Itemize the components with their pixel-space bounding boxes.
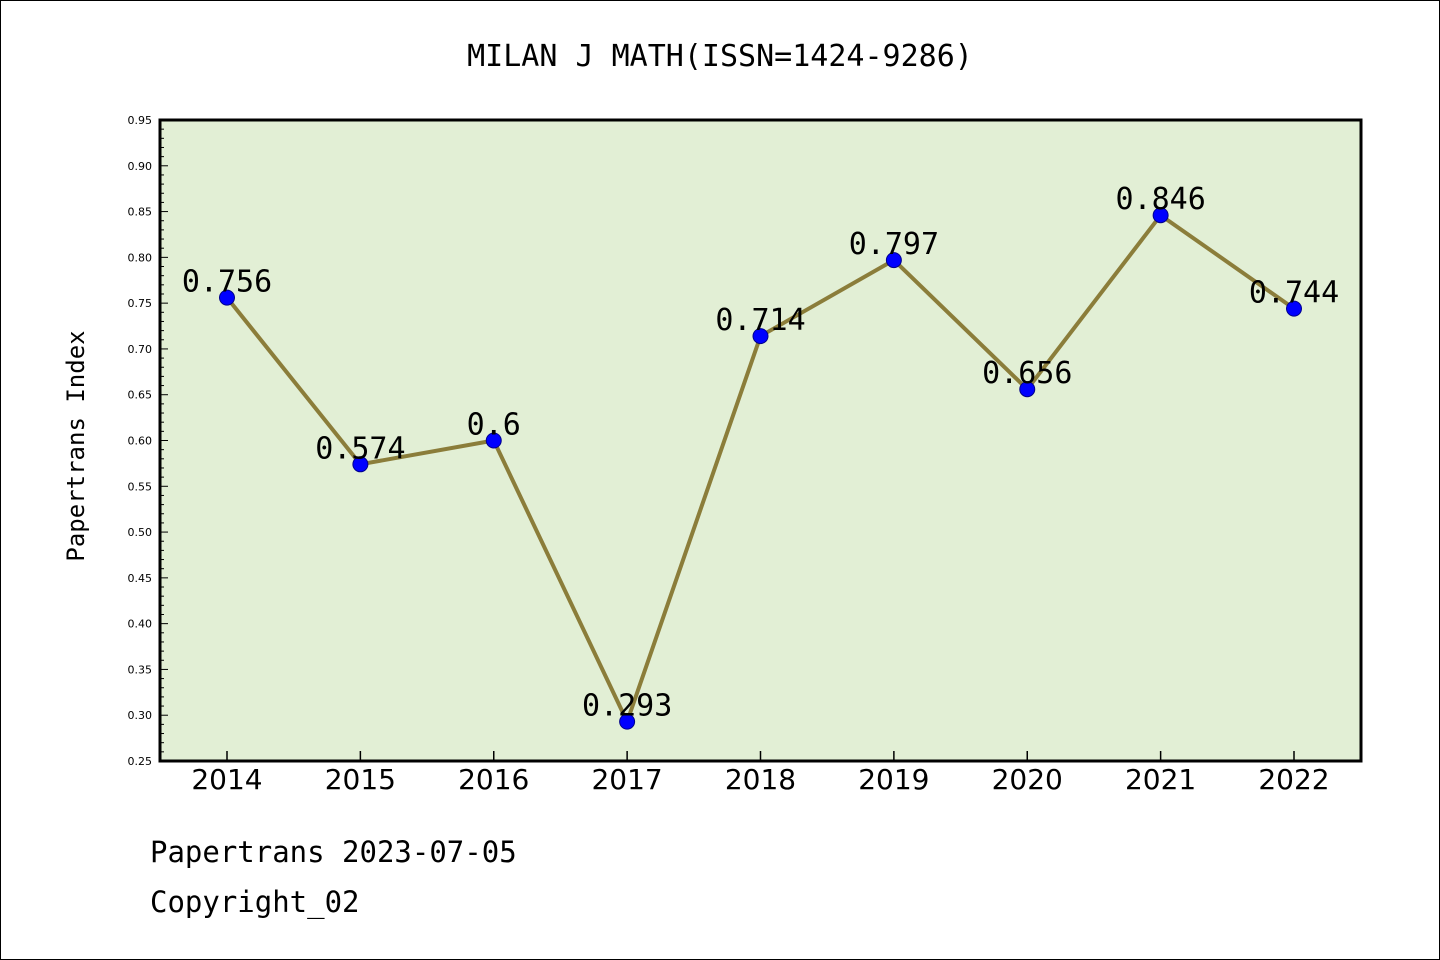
footer-copyright: Copyright_02 <box>150 885 360 919</box>
data-label: 0.756 <box>182 265 272 300</box>
data-labels: 0.756 0.574 0.6 0.293 0.714 0.797 0.656 0.846 0.… <box>182 182 1339 723</box>
plot-area <box>160 120 1361 761</box>
data-label: 0.574 <box>315 431 405 466</box>
chart-title: MILAN J MATH(ISSN=1424-9286) <box>467 39 973 74</box>
y-tick-label: 0.30 <box>128 709 153 722</box>
y-tick-label: 0.55 <box>128 480 153 493</box>
y-tick-label: 0.90 <box>128 160 153 173</box>
y-axis-label: Papertrans Index <box>62 330 90 561</box>
y-tick-label: 0.80 <box>128 251 153 264</box>
data-label: 0.714 <box>715 303 805 338</box>
data-point <box>219 289 235 306</box>
y-tick-label: 0.85 <box>128 206 153 219</box>
x-tick-label: 2020 <box>992 763 1063 796</box>
data-point <box>485 432 502 449</box>
data-point <box>1152 207 1169 224</box>
y-tick-label: 0.50 <box>128 526 153 539</box>
x-tick-label: 2014 <box>191 763 262 796</box>
plot-border <box>158 118 1363 763</box>
y-tick-label: 0.95 <box>128 114 153 127</box>
y-axis-ticks: 0.25 0.30 0.35 0.40 0.45 0.50 0.55 0.60 0.65 0.70… <box>128 114 153 768</box>
y-tick-label: 0.75 <box>128 297 153 310</box>
data-point <box>1286 300 1302 317</box>
x-tick-label: 2022 <box>1258 763 1329 796</box>
y-tick-label: 0.40 <box>128 618 153 631</box>
x-tick-label: 2021 <box>1125 763 1196 796</box>
data-point <box>619 713 636 730</box>
y-tick-label: 0.45 <box>128 572 153 585</box>
data-label: 0.6 <box>467 408 521 443</box>
y-tick-label: 0.35 <box>128 663 153 676</box>
data-label: 0.744 <box>1249 276 1339 311</box>
footer-date: Papertrans 2023-07-05 <box>150 835 517 869</box>
data-markers <box>219 207 1302 730</box>
x-tick-label: 2015 <box>325 763 396 796</box>
data-label: 0.293 <box>582 689 672 724</box>
y-tick-label: 0.25 <box>128 755 153 768</box>
data-point <box>1019 381 1036 398</box>
y-tick-label: 0.65 <box>128 389 153 402</box>
x-axis-ticks: 2014 2015 2016 2017 2018 2019 2020 2021 2022 <box>191 751 1330 796</box>
data-label: 0.797 <box>849 227 939 262</box>
x-tick-label: 2017 <box>591 763 662 796</box>
y-tick-label: 0.60 <box>128 435 153 448</box>
x-tick-label: 2018 <box>725 763 796 796</box>
x-tick-label: 2016 <box>458 763 529 796</box>
data-point <box>752 328 769 345</box>
x-tick-label: 2019 <box>858 763 929 796</box>
data-point <box>885 252 902 269</box>
data-label: 0.846 <box>1115 182 1205 217</box>
data-point <box>352 456 369 473</box>
y-tick-label: 0.70 <box>128 343 153 356</box>
data-label: 0.656 <box>982 356 1072 391</box>
